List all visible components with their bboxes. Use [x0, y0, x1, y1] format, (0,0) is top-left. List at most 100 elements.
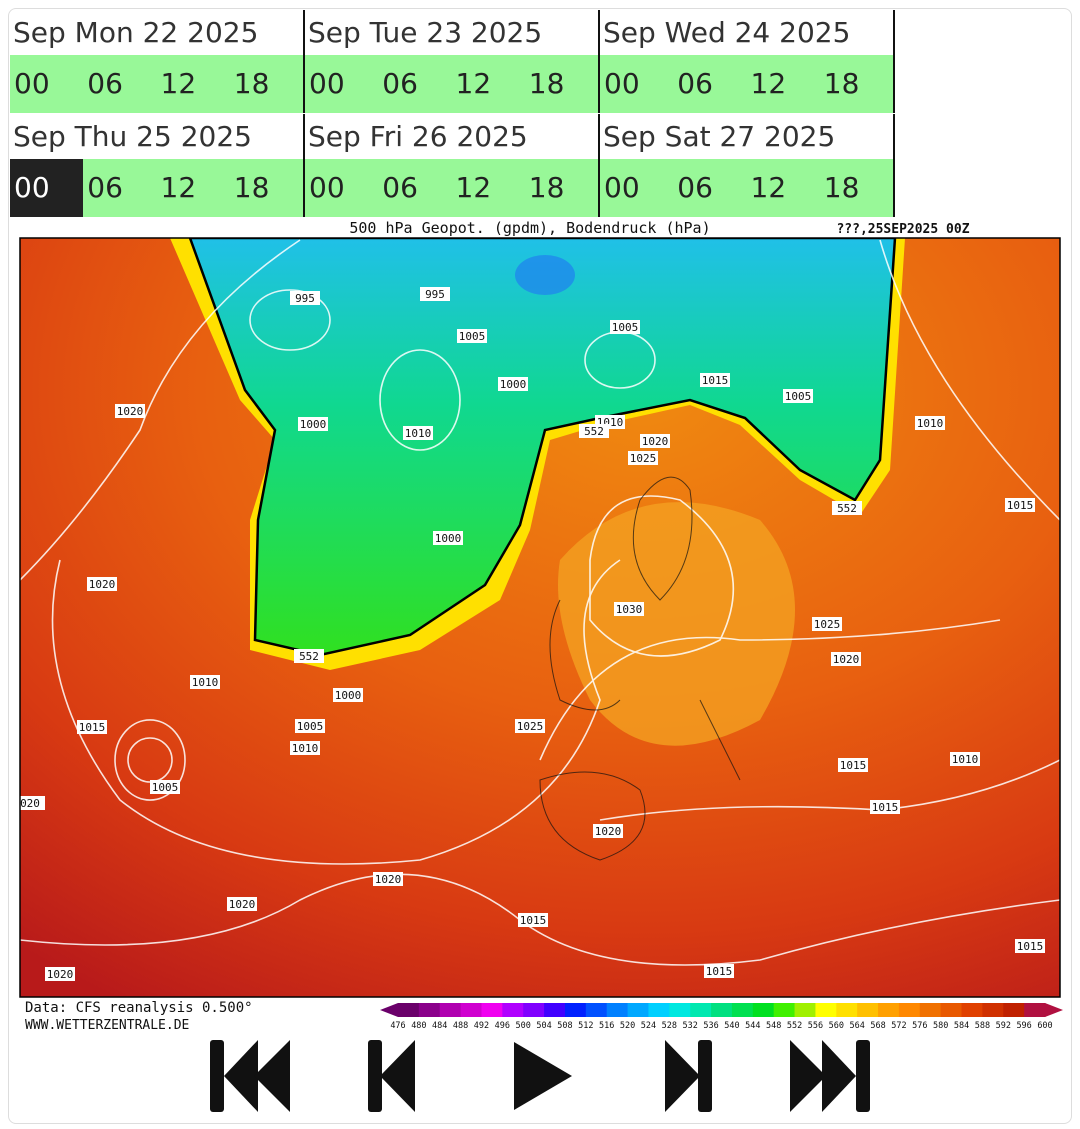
day-column: Sep Tue 23 2025 00 06 12 18 [305, 10, 600, 113]
hour-row: 00 06 12 18 [600, 159, 893, 217]
previous-button[interactable] [368, 1040, 415, 1112]
isobar-label: 1005 [459, 330, 486, 343]
hour-button[interactable]: 12 [746, 55, 820, 113]
hour-button[interactable]: 06 [673, 159, 747, 217]
legend-swatch [1024, 1003, 1046, 1017]
legend-swatch [731, 1003, 754, 1017]
legend-swatch [898, 1003, 921, 1017]
legend-label: 560 [829, 1021, 844, 1031]
hour-button[interactable]: 12 [156, 159, 230, 217]
isobar-label: 1010 [917, 417, 944, 430]
legend-swatch [669, 1003, 691, 1017]
day-column: Sep Thu 25 2025 00 06 12 18 [10, 114, 305, 217]
legend-label: 592 [996, 1021, 1011, 1031]
isobar-label-bg [831, 652, 861, 666]
isobar-label: 1005 [297, 720, 324, 733]
legend-label: 524 [641, 1021, 656, 1031]
hour-button[interactable]: 00 [305, 159, 379, 217]
isobar-label-bg [433, 531, 463, 545]
isobar-label: 995 [425, 288, 445, 301]
isobar-label: 552 [584, 425, 604, 438]
hour-button[interactable]: 18 [819, 55, 893, 113]
hour-button[interactable]: 00 [600, 159, 674, 217]
isobar-label: 1015 [1017, 940, 1044, 953]
legend-swatch [752, 1003, 775, 1017]
isobar-label-bg [498, 377, 528, 391]
legend-label: 520 [620, 1021, 635, 1031]
hour-button[interactable]: 06 [378, 159, 452, 217]
map-border [19, 237, 1061, 998]
play-button[interactable] [514, 1042, 572, 1110]
isobar-label-bg [298, 417, 328, 431]
cold-area [188, 238, 897, 657]
legend-label: 580 [933, 1021, 948, 1031]
hour-button[interactable]: 00 [10, 159, 84, 217]
legend-swatch [648, 1003, 670, 1017]
isobar-label-bg [640, 434, 670, 448]
hour-button[interactable]: 00 [10, 55, 84, 113]
hour-row: 00 06 12 18 [305, 159, 598, 217]
hour-row: 00 06 12 18 [600, 55, 893, 113]
hour-button[interactable]: 06 [673, 55, 747, 113]
isobar-label: 1010 [405, 427, 432, 440]
isobar-label: 1020 [117, 405, 144, 418]
isobar-label: 1015 [520, 914, 547, 927]
legend-label: 488 [453, 1021, 468, 1031]
isobar-label: 1020 [642, 435, 669, 448]
cold-core [515, 255, 575, 295]
hour-button[interactable]: 06 [83, 159, 157, 217]
isobar-label-bg [593, 824, 623, 838]
last-button[interactable] [790, 1040, 870, 1112]
legend-label: 496 [495, 1021, 510, 1031]
hour-button[interactable]: 12 [451, 55, 525, 113]
isobar-label-bg [290, 741, 320, 755]
hour-button[interactable]: 00 [600, 55, 674, 113]
isobar-label: 1020 [89, 578, 116, 591]
isobar-label-bg [1005, 498, 1035, 512]
hour-button[interactable]: 18 [229, 55, 303, 113]
hour-button[interactable]: 18 [819, 159, 893, 217]
first-button[interactable] [210, 1040, 290, 1112]
isobar-label-bg [190, 675, 220, 689]
hour-button[interactable]: 12 [156, 55, 230, 113]
legend-label: 584 [954, 1021, 969, 1031]
coastlines [539, 476, 741, 861]
hour-row: 00 06 12 18 [10, 55, 303, 113]
panel [8, 8, 1072, 1124]
hour-button[interactable]: 18 [524, 159, 598, 217]
next-button[interactable] [665, 1040, 712, 1112]
legend-swatch [1003, 1003, 1025, 1017]
hour-button[interactable]: 00 [305, 55, 379, 113]
legend-swatch [627, 1003, 649, 1017]
isobar-label: 995 [295, 292, 315, 305]
hour-button[interactable]: 18 [229, 159, 303, 217]
hour-button[interactable]: 12 [746, 159, 820, 217]
hour-button[interactable]: 18 [524, 55, 598, 113]
hour-button[interactable]: 06 [83, 55, 157, 113]
day-column: Sep Sat 27 2025 00 06 12 18 [600, 114, 895, 217]
legend-swatch [418, 1003, 441, 1017]
legend-label: 492 [474, 1021, 489, 1031]
hour-button[interactable]: 06 [378, 55, 452, 113]
legend-swatch [544, 1003, 566, 1017]
legend-label: 516 [599, 1021, 614, 1031]
map-timestamp: ???,25SEP2025 00Z [836, 222, 969, 237]
legend-label: 512 [578, 1021, 593, 1031]
day-label: Sep Thu 25 2025 [13, 120, 252, 153]
day-label: Sep Fri 26 2025 [308, 120, 528, 153]
legend-label: 504 [536, 1021, 551, 1031]
legend-swatch [564, 1003, 587, 1017]
isobar-label: 1015 [872, 801, 899, 814]
isobar-label: 1030 [616, 603, 643, 616]
map-image: 995 995 1005 1005 1000 1015 1005 1000 1010 1010 55… [20, 238, 1060, 997]
isobar-label-bg [628, 451, 658, 465]
isobar-label: 1005 [612, 321, 639, 334]
legend-swatch [439, 1003, 462, 1017]
hour-row: 00 06 12 18 [305, 55, 598, 113]
legend-label: 548 [766, 1021, 781, 1031]
isobars [20, 239, 1060, 966]
hour-button[interactable]: 12 [451, 159, 525, 217]
legend-swatch [460, 1003, 482, 1017]
legend-swatch [919, 1003, 942, 1017]
